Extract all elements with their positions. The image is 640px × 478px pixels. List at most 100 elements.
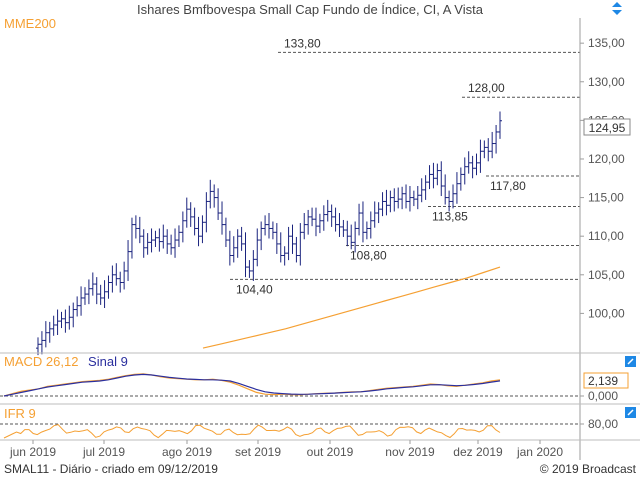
ohlc-bar: [212, 184, 216, 207]
ohlc-bar: [447, 191, 451, 212]
ohlc-bar: [404, 184, 408, 208]
ohlc-bar: [435, 164, 439, 186]
ohlc-bar: [251, 250, 255, 281]
ohlc-bar: [459, 167, 463, 190]
ohlc-bar: [302, 213, 306, 239]
indicator-label: MME200: [4, 16, 56, 31]
macd-last-box: 2,139: [584, 373, 628, 388]
level-label: 104,40: [236, 282, 273, 296]
ohlc-bar: [220, 201, 224, 234]
ohlc-bar: [318, 214, 322, 233]
signal-line: [4, 374, 500, 396]
y-tick-label: 110,00: [588, 229, 624, 243]
ohlc-bar: [381, 192, 385, 216]
ohlc-bar: [298, 223, 302, 265]
ohlc-bar: [416, 186, 420, 209]
ohlc-bar: [392, 188, 396, 211]
ohlc-bar: [122, 262, 126, 290]
footer-left: SMAL11 - Diário - criado em 09/12/2019: [4, 461, 218, 478]
toggle-square-icon[interactable]: [625, 407, 636, 418]
ohlc-bar: [228, 231, 232, 266]
ohlc-bar: [173, 228, 177, 257]
ohlc-bar: [283, 246, 287, 265]
ohlc-bar: [106, 276, 110, 299]
ohlc-bar: [357, 204, 361, 236]
x-tick-label: jan 2020: [516, 445, 563, 459]
ohlc-bar: [373, 201, 377, 227]
ohlc-bar: [146, 233, 150, 255]
ohlc-bar: [451, 184, 455, 208]
ifr-levels: 80,00: [0, 417, 618, 431]
ohlc-bar: [341, 220, 345, 237]
x-tick-label: jun 2019: [9, 445, 56, 459]
ohlc-bar: [208, 180, 212, 209]
footer-right: © 2019 Broadcast: [540, 461, 636, 478]
price-bars: [36, 111, 502, 355]
y-tick-label: 120,00: [588, 152, 625, 166]
signal-series-label: Sinal 9: [88, 354, 128, 369]
ohlc-bar: [361, 201, 365, 242]
ohlc-bar: [56, 310, 60, 335]
ohlc-bar: [365, 222, 369, 240]
ohlc-bar: [463, 157, 467, 184]
toggle-square-icon[interactable]: [625, 356, 636, 367]
ifr-panel: IFR 9 80,00: [0, 406, 636, 438]
ohlc-bar: [114, 263, 118, 285]
ohlc-bar: [263, 215, 267, 235]
ohlc-bar: [63, 310, 67, 333]
up-down-arrows-icon[interactable]: [612, 2, 622, 15]
ohlc-bar: [431, 163, 435, 188]
ohlc-bar: [204, 192, 208, 232]
ifr-80-label: 80,00: [588, 417, 618, 431]
ohlc-bar: [130, 218, 134, 259]
ohlc-bar: [247, 260, 251, 278]
ohlc-bar: [181, 211, 185, 242]
level-label: 133,80: [284, 36, 321, 50]
ohlc-bar: [134, 215, 138, 238]
macd-title: MACD 26,12 Sinal 9: [4, 354, 128, 369]
ohlc-bar: [408, 186, 412, 211]
ohlc-bar: [118, 272, 122, 293]
ohlc-bar: [471, 156, 475, 178]
ohlc-bar: [67, 306, 71, 330]
ohlc-bar: [439, 161, 443, 196]
x-tick-label: set 2019: [235, 445, 281, 459]
ohlc-bar: [271, 222, 275, 240]
ohlc-bar: [216, 188, 220, 220]
ohlc-bar: [290, 225, 294, 254]
ohlc-bar: [79, 286, 83, 315]
ohlc-bar: [44, 321, 48, 347]
ohlc-bar: [498, 111, 502, 138]
ohlc-bar: [412, 191, 416, 206]
ohlc-bar: [267, 213, 271, 238]
ohlc-bar: [255, 228, 259, 266]
ohlc-bar: [259, 222, 263, 251]
y-tick-label: 130,00: [588, 75, 625, 89]
ohlc-bar: [400, 187, 404, 209]
ohlc-bar: [467, 151, 471, 173]
ohlc-bar: [455, 172, 459, 204]
x-tick-label: dez 2019: [453, 445, 503, 459]
level-label: 113,85: [432, 209, 468, 223]
macd-last-label: 2,139: [588, 374, 618, 388]
ohlc-bar: [138, 217, 142, 243]
ohlc-bar: [165, 229, 169, 254]
ohlc-bar: [428, 165, 432, 189]
chart-title: Ishares Bmfbovespa Small Cap Fundo de Ín…: [137, 2, 484, 17]
ohlc-bar: [294, 237, 298, 262]
macd-series-label: MACD 26,12: [4, 354, 78, 369]
ohlc-bar: [197, 217, 201, 246]
ohlc-bar: [36, 337, 40, 355]
ohlc-bar: [306, 210, 310, 235]
ohlc-bar: [443, 174, 447, 204]
ohlc-bar: [330, 205, 334, 227]
ohlc-bar: [314, 208, 318, 237]
last-price-label: 124,95: [589, 121, 626, 135]
ohlc-bar: [75, 296, 79, 316]
ohlc-bar: [48, 322, 52, 343]
ohlc-bar: [236, 229, 240, 258]
ifr-line: [4, 425, 500, 438]
ohlc-bar: [40, 331, 44, 354]
ohlc-bar: [396, 188, 400, 209]
